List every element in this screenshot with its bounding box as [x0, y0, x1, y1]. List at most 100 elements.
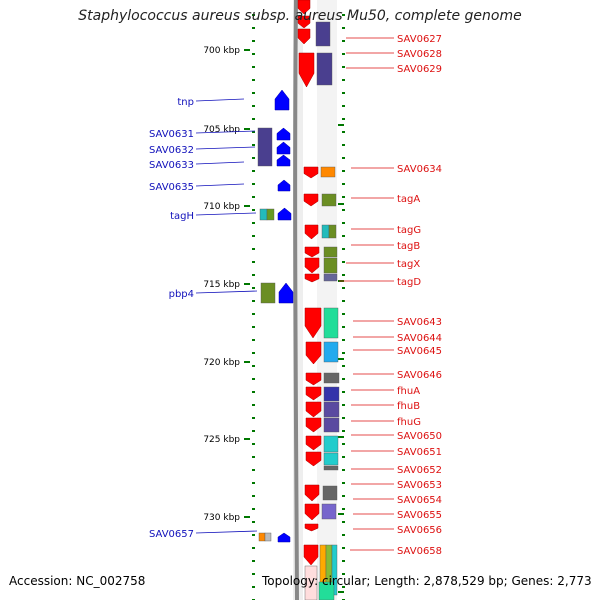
- scale-label: 720 kbp: [203, 358, 240, 368]
- gene-label-SAV0634: SAV0634: [397, 164, 442, 175]
- minor-tick-left: [252, 222, 255, 224]
- minor-tick-right: [342, 391, 345, 393]
- gene-arrow: [297, 0, 311, 15]
- gene-arrow: [276, 127, 291, 141]
- minor-tick-left: [252, 209, 255, 211]
- minor-tick-right: [342, 417, 345, 419]
- domain-box: [260, 282, 276, 304]
- gene-label-SAV0646: SAV0646: [397, 370, 442, 381]
- gene-label-SAV0631: SAV0631: [149, 129, 194, 140]
- domain-box: [315, 21, 331, 47]
- minor-tick-right: [342, 170, 345, 172]
- minor-tick-left: [252, 53, 255, 55]
- minor-tick-left: [252, 287, 255, 289]
- minor-tick-right: [342, 287, 345, 289]
- domain-box: [321, 193, 337, 207]
- minor-tick-left: [252, 261, 255, 263]
- gene-arrow: [305, 341, 322, 365]
- domain-box: [266, 208, 275, 221]
- minor-tick-right: [342, 27, 345, 29]
- gene-arrow: [305, 386, 322, 401]
- minor-tick-left: [252, 248, 255, 250]
- major-tick-left: [244, 283, 250, 285]
- gene-label-fhuB: fhuB: [397, 401, 420, 412]
- major-tick-right: [338, 513, 344, 515]
- minor-tick-left: [252, 170, 255, 172]
- domain-box: [318, 581, 335, 600]
- gene-label-SAV0658: SAV0658: [397, 546, 442, 557]
- gene-label-SAV0643: SAV0643: [397, 317, 442, 328]
- gene-arrow: [305, 435, 322, 451]
- minor-tick-left: [252, 196, 255, 198]
- minor-tick-right: [342, 40, 345, 42]
- topology-label: Topology: circular; Length: 2,878,529 bp…: [262, 574, 592, 588]
- gene-arrow: [304, 484, 320, 502]
- minor-tick-right: [342, 443, 345, 445]
- gene-arrow: [304, 257, 320, 274]
- gene-label-SAV0651: SAV0651: [397, 447, 442, 458]
- strand-band-left: [293, 0, 303, 600]
- domain-box: [316, 52, 333, 86]
- minor-tick-right: [342, 53, 345, 55]
- gene-arrow: [277, 532, 291, 543]
- gene-arrow: [303, 193, 319, 207]
- domain-box: [258, 532, 266, 542]
- gene-label-SAV0656: SAV0656: [397, 525, 442, 536]
- domain-box: [323, 273, 338, 282]
- gene-label-SAV0632: SAV0632: [149, 145, 194, 156]
- domain-box: [323, 307, 339, 339]
- minor-tick-right: [342, 339, 345, 341]
- domain-box: [323, 341, 339, 363]
- gene-label-SAV0645: SAV0645: [397, 346, 442, 357]
- gene-arrow: [304, 246, 320, 258]
- minor-tick-right: [342, 300, 345, 302]
- gene-arrow: [276, 154, 291, 167]
- gene-arrow: [303, 544, 319, 566]
- minor-tick-left: [252, 378, 255, 380]
- minor-tick-left: [252, 14, 255, 16]
- domain-box: [323, 386, 340, 402]
- scale-label: 730 kbp: [203, 513, 240, 523]
- minor-tick-left: [252, 469, 255, 471]
- gene-label-fhuG: fhuG: [397, 417, 421, 428]
- gene-arrow: [277, 207, 292, 221]
- leader-line: [195, 130, 256, 134]
- minor-tick-left: [252, 40, 255, 42]
- minor-tick-left: [252, 157, 255, 159]
- minor-tick-right: [342, 105, 345, 107]
- minor-tick-right: [342, 521, 345, 523]
- major-tick-right: [338, 436, 344, 438]
- minor-tick-left: [252, 274, 255, 276]
- minor-tick-left: [252, 391, 255, 393]
- minor-tick-right: [342, 183, 345, 185]
- domain-box: [331, 544, 338, 596]
- gene-arrow: [305, 401, 322, 418]
- major-tick-left: [244, 128, 250, 130]
- minor-tick-left: [252, 521, 255, 523]
- minor-tick-right: [342, 131, 345, 133]
- minor-tick-right: [342, 157, 345, 159]
- minor-tick-left: [252, 547, 255, 549]
- minor-tick-right: [342, 235, 345, 237]
- gene-label-SAV0655: SAV0655: [397, 510, 442, 521]
- minor-tick-right: [342, 456, 345, 458]
- minor-tick-right: [342, 14, 345, 16]
- leader-line: [195, 161, 245, 165]
- domain-box: [323, 372, 340, 384]
- minor-tick-right: [342, 66, 345, 68]
- leader-line: [195, 146, 256, 150]
- major-tick-left: [244, 205, 250, 207]
- gene-arrow: [278, 282, 294, 304]
- domain-box: [323, 401, 340, 418]
- leader-line: [195, 183, 245, 187]
- minor-tick-left: [252, 118, 255, 120]
- minor-tick-right: [342, 469, 345, 471]
- minor-tick-right: [342, 586, 345, 588]
- minor-tick-left: [252, 66, 255, 68]
- domain-box: [264, 532, 272, 542]
- minor-tick-right: [342, 118, 345, 120]
- domain-box: [323, 417, 340, 433]
- minor-tick-left: [252, 27, 255, 29]
- leader-line: [195, 212, 257, 216]
- minor-tick-left: [252, 586, 255, 588]
